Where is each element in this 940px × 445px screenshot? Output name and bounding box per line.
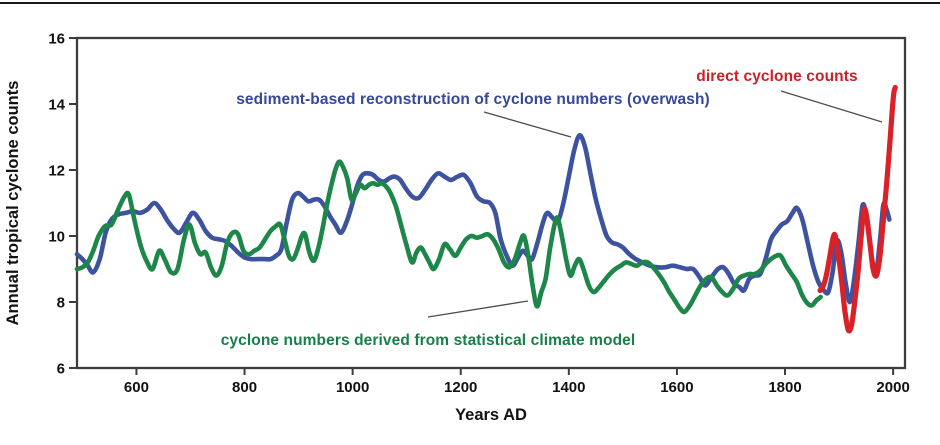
y-tick-label: 14 — [48, 97, 65, 114]
x-axis-tick-labels: 600 800 1000 1200 1400 1600 1800 2000 — [124, 379, 910, 396]
pointer-line-sediment-reconstruction — [483, 111, 572, 138]
y-axis-title: Annual tropical cyclone counts — [4, 81, 22, 326]
x-tick-label: 1200 — [444, 379, 477, 396]
x-tick-label: 1400 — [552, 379, 585, 396]
y-tick-label: 10 — [48, 229, 65, 246]
x-tick-label: 600 — [124, 379, 149, 396]
series-line-direct-counts — [817, 84, 898, 334]
x-tick-label: 1000 — [336, 379, 369, 396]
pointer-line-statistical-model — [427, 300, 529, 318]
series-label-sediment-reconstruction: sediment-based reconstruction of cyclone… — [236, 91, 710, 108]
y-tick-label: 16 — [48, 31, 65, 48]
series-line-sediment-reconstruction — [74, 133, 892, 305]
x-tick-label: 2000 — [876, 379, 909, 396]
top-border-line — [0, 2, 940, 4]
y-tick-label: 8 — [57, 295, 65, 312]
x-tick-label: 1800 — [768, 379, 801, 396]
y-axis-tick-labels: 6 8 10 12 14 16 — [48, 31, 65, 378]
plot-frame — [75, 36, 907, 370]
y-axis-ticks — [69, 37, 77, 369]
annotation-pointer-lines — [427, 90, 883, 318]
x-tick-label: 1600 — [660, 379, 693, 396]
series-label-direct-counts: direct cyclone counts — [696, 68, 857, 85]
x-axis-title: Years AD — [455, 406, 527, 424]
y-tick-label: 12 — [48, 163, 65, 180]
series-lines — [74, 84, 898, 334]
y-tick-label: 6 — [57, 361, 65, 378]
x-tick-label: 800 — [232, 379, 257, 396]
series-label-statistical-model: cyclone numbers derived from statistical… — [221, 332, 636, 349]
pointer-line-direct-counts — [780, 90, 883, 123]
series-line-statistical-model — [74, 159, 823, 315]
x-axis-ticks — [135, 368, 895, 375]
